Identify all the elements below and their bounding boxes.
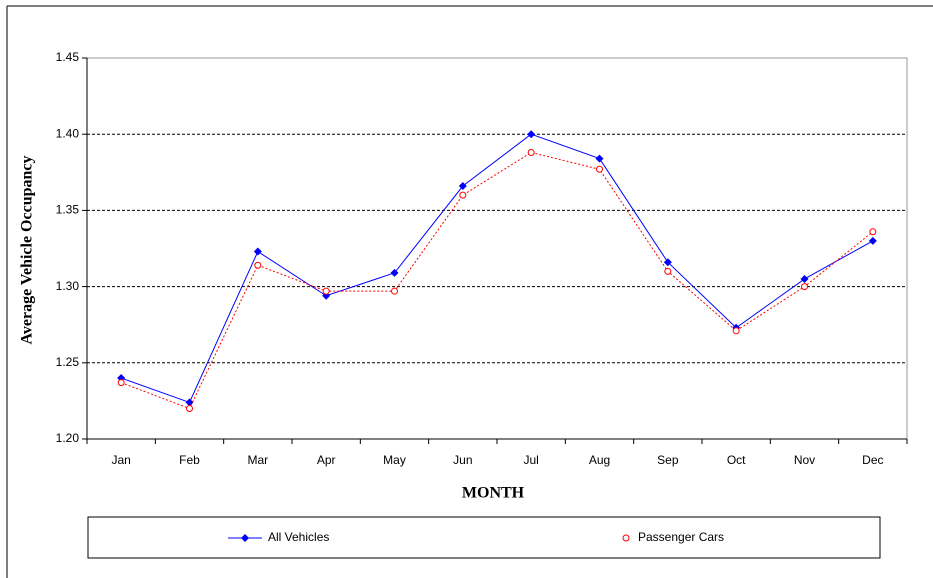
circle-marker [801, 283, 808, 291]
circle-marker [732, 327, 740, 335]
y-tick-label: 1.40 [56, 126, 80, 140]
x-tick-label: Mar [247, 453, 268, 467]
diamond-marker [241, 534, 249, 542]
diamond-marker [868, 236, 877, 245]
x-tick-label: Sep [657, 453, 679, 467]
legend-label: All Vehicles [268, 530, 329, 544]
x-tick-label: Oct [727, 453, 746, 467]
x-tick-label: Aug [589, 453, 610, 467]
y-axis-title: Average Vehicle Occupancy [19, 155, 36, 344]
circle-marker [622, 534, 630, 542]
diamond-marker [800, 274, 809, 283]
x-tick-label: Jan [111, 453, 130, 467]
x-tick-label: Jul [523, 453, 538, 467]
x-tick-label: Dec [862, 453, 883, 467]
legend-box [87, 516, 881, 559]
diamond-marker [595, 154, 604, 163]
legend-label: Passenger Cars [638, 530, 724, 544]
circle-marker [117, 379, 125, 387]
x-tick-label: Jun [453, 453, 472, 467]
y-tick-label: 1.20 [56, 431, 80, 445]
x-tick-label: May [383, 453, 406, 467]
diamond-marker [663, 258, 672, 267]
circle-marker [322, 287, 330, 295]
series-line [120, 151, 874, 410]
y-tick-label: 1.25 [56, 355, 80, 369]
y-tick-label: 1.30 [56, 279, 80, 293]
x-axis-title: MONTH [462, 485, 525, 502]
diamond-marker [527, 130, 536, 139]
x-tick-label: Nov [794, 453, 815, 467]
circle-marker [596, 165, 603, 173]
circle-marker [664, 267, 672, 275]
circle-marker [254, 261, 262, 269]
circle-marker [186, 405, 193, 413]
y-tick-label: 1.35 [56, 203, 80, 217]
circle-marker [459, 191, 467, 199]
series-line [120, 133, 874, 404]
diamond-marker [253, 247, 262, 256]
y-tick-label: 1.45 [56, 50, 80, 64]
x-tick-label: Apr [317, 453, 336, 467]
circle-marker [869, 228, 877, 236]
diamond-marker [390, 268, 399, 277]
x-tick-label: Feb [179, 453, 200, 467]
circle-marker [391, 287, 398, 295]
circle-marker [527, 148, 535, 156]
diamond-marker [458, 182, 467, 191]
plot-area [86, 57, 908, 440]
